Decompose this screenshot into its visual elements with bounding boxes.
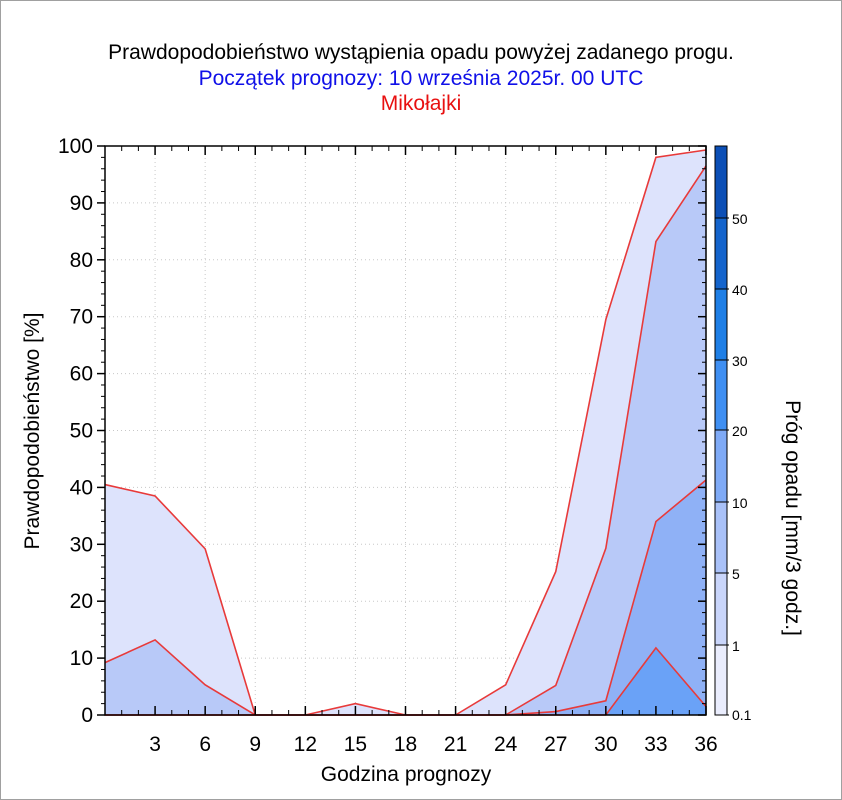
colorbar-band xyxy=(715,146,727,218)
colorbar-tick-label: 1 xyxy=(732,638,740,654)
x-axis-label: Godzina prognozy xyxy=(321,763,492,786)
colorbar-band xyxy=(715,573,727,645)
x-tick-label: 36 xyxy=(694,733,717,756)
colorbar-band xyxy=(715,218,727,289)
colorbar-tick-label: 20 xyxy=(732,423,748,439)
x-tick-label: 21 xyxy=(444,733,467,756)
x-tick-label: 27 xyxy=(544,733,567,756)
x-tick-label: 3 xyxy=(149,733,161,756)
y-tick-label: 40 xyxy=(70,476,93,499)
forecast-start-subtitle: Początek prognozy: 10 września 2025r. 00… xyxy=(198,67,644,90)
colorbar-tick-label: 40 xyxy=(732,282,748,298)
y-tick-label: 30 xyxy=(70,533,93,556)
colorbar-tick-label: 30 xyxy=(732,353,748,369)
y-axis-label: Prawdopodobieństwo [%] xyxy=(21,313,44,550)
y-tick-label: 60 xyxy=(70,363,93,386)
colorbar-band xyxy=(715,360,727,430)
colorbar-tick-label: 0.1 xyxy=(732,707,752,723)
colorbar-title: Próg opadu [mm/3 godz.] xyxy=(781,400,804,636)
colorbar-band xyxy=(715,502,727,573)
y-tick-label: 80 xyxy=(70,249,93,272)
y-tick-label: 50 xyxy=(70,420,93,443)
y-tick-label: 10 xyxy=(70,647,93,670)
colorbar-tick-label: 5 xyxy=(732,566,740,582)
x-tick-label: 12 xyxy=(294,733,317,756)
x-tick-label: 15 xyxy=(344,733,367,756)
x-tick-label: 9 xyxy=(249,733,261,756)
x-tick-label: 18 xyxy=(394,733,417,756)
y-tick-label: 90 xyxy=(70,192,93,215)
chart-title: Prawdopodobieństwo wystąpienia opadu pow… xyxy=(108,41,734,64)
x-tick-label: 30 xyxy=(594,733,617,756)
colorbar-tick-label: 10 xyxy=(732,495,748,511)
threshold-colorbar: 0.1 1 5 10 20 30 40 50 xyxy=(714,145,752,723)
x-tick-label: 24 xyxy=(494,733,518,756)
area-threshold-10 xyxy=(105,647,706,715)
y-tick-label: 70 xyxy=(70,306,93,329)
colorbar-tick-label: 50 xyxy=(732,211,748,227)
y-tick-label: 20 xyxy=(70,590,93,613)
y-tick-label: 0 xyxy=(81,704,93,727)
y-tick-label: 100 xyxy=(58,135,93,158)
x-tick-label: 6 xyxy=(199,733,211,756)
area-threshold-0.1 xyxy=(105,149,706,715)
x-tick-label: 33 xyxy=(644,733,667,756)
colorbar-band xyxy=(715,289,727,360)
colorbar-band xyxy=(715,645,727,715)
colorbar-band xyxy=(715,430,727,502)
location-subtitle: Mikołajki xyxy=(380,92,462,115)
